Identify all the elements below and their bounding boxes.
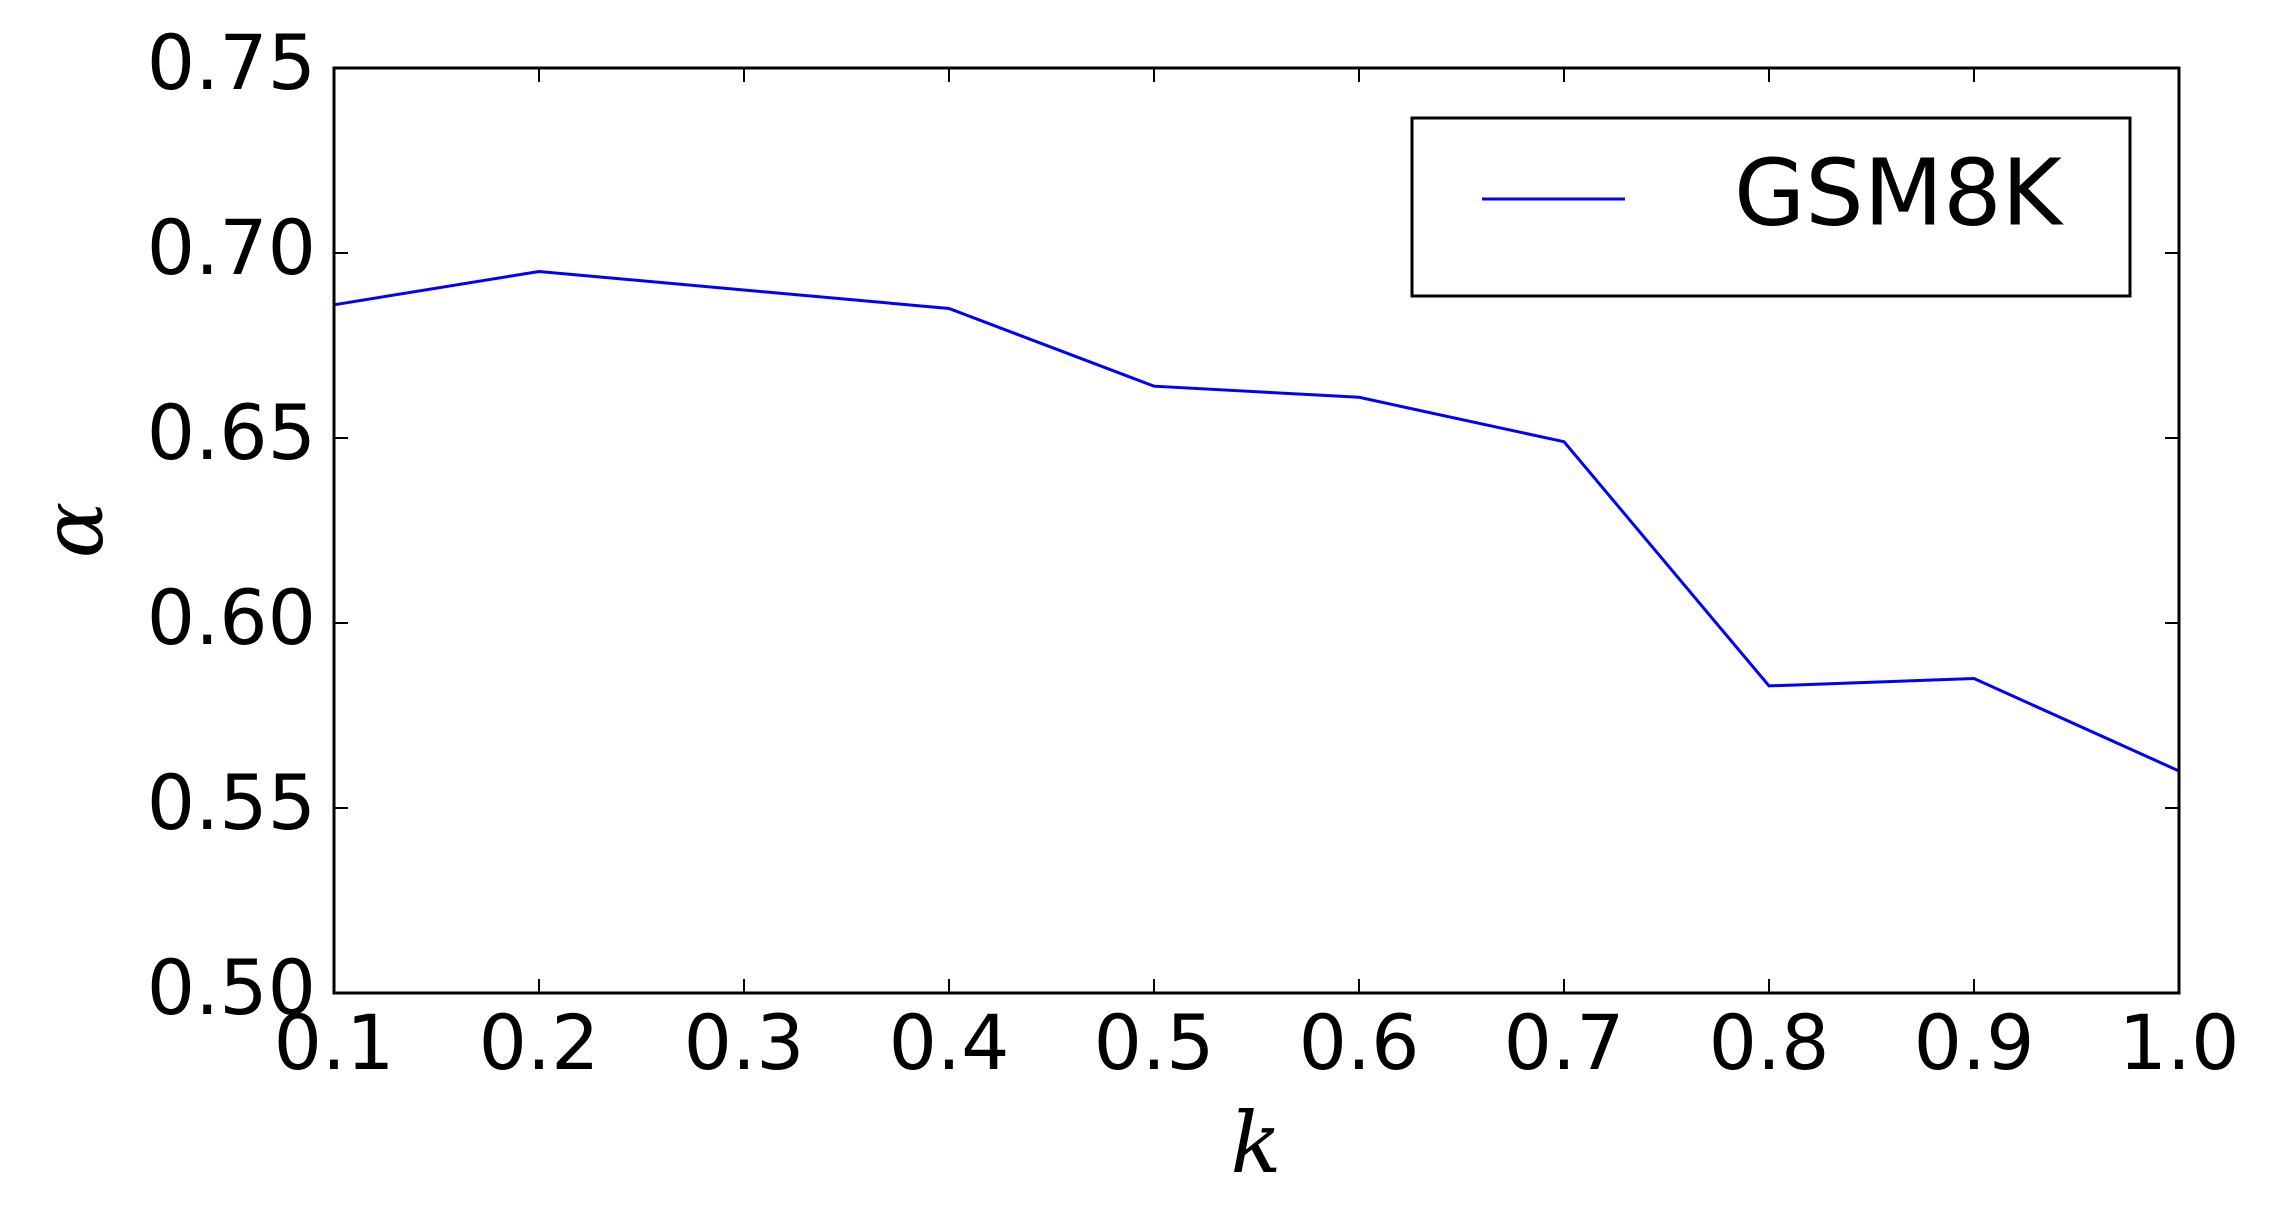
y-tick-label: 0.50 — [147, 943, 316, 1032]
plot-frame — [332, 66, 2181, 995]
x-tick-label: 0.2 — [479, 998, 600, 1087]
x-tick-label: 0.6 — [1299, 998, 1420, 1087]
legend-label: GSM8K — [1734, 139, 2065, 246]
x-axis-label: k — [1231, 1094, 1282, 1192]
x-tick-label: 0.9 — [1914, 998, 2035, 1087]
legend-box — [1410, 116, 2132, 298]
x-tick-label: 0.8 — [1709, 998, 1830, 1087]
y-tick-label: 0.65 — [147, 388, 316, 477]
y-axis-label: α — [24, 502, 122, 559]
x-tick-label: 0.4 — [889, 998, 1010, 1087]
y-tick-label: 0.55 — [147, 758, 316, 847]
x-tick-label: 0.7 — [1504, 998, 1625, 1087]
y-tick-label: 0.60 — [147, 573, 316, 662]
y-tick-label: 0.75 — [147, 18, 316, 107]
x-tick-label: 1.0 — [2119, 998, 2240, 1087]
data-line — [333, 269, 2180, 773]
x-tick-label: 0.5 — [1094, 998, 1215, 1087]
x-tick-label: 0.1 — [274, 998, 395, 1087]
x-tick-label: 0.3 — [684, 998, 805, 1087]
y-tick-label: 0.70 — [147, 203, 316, 292]
